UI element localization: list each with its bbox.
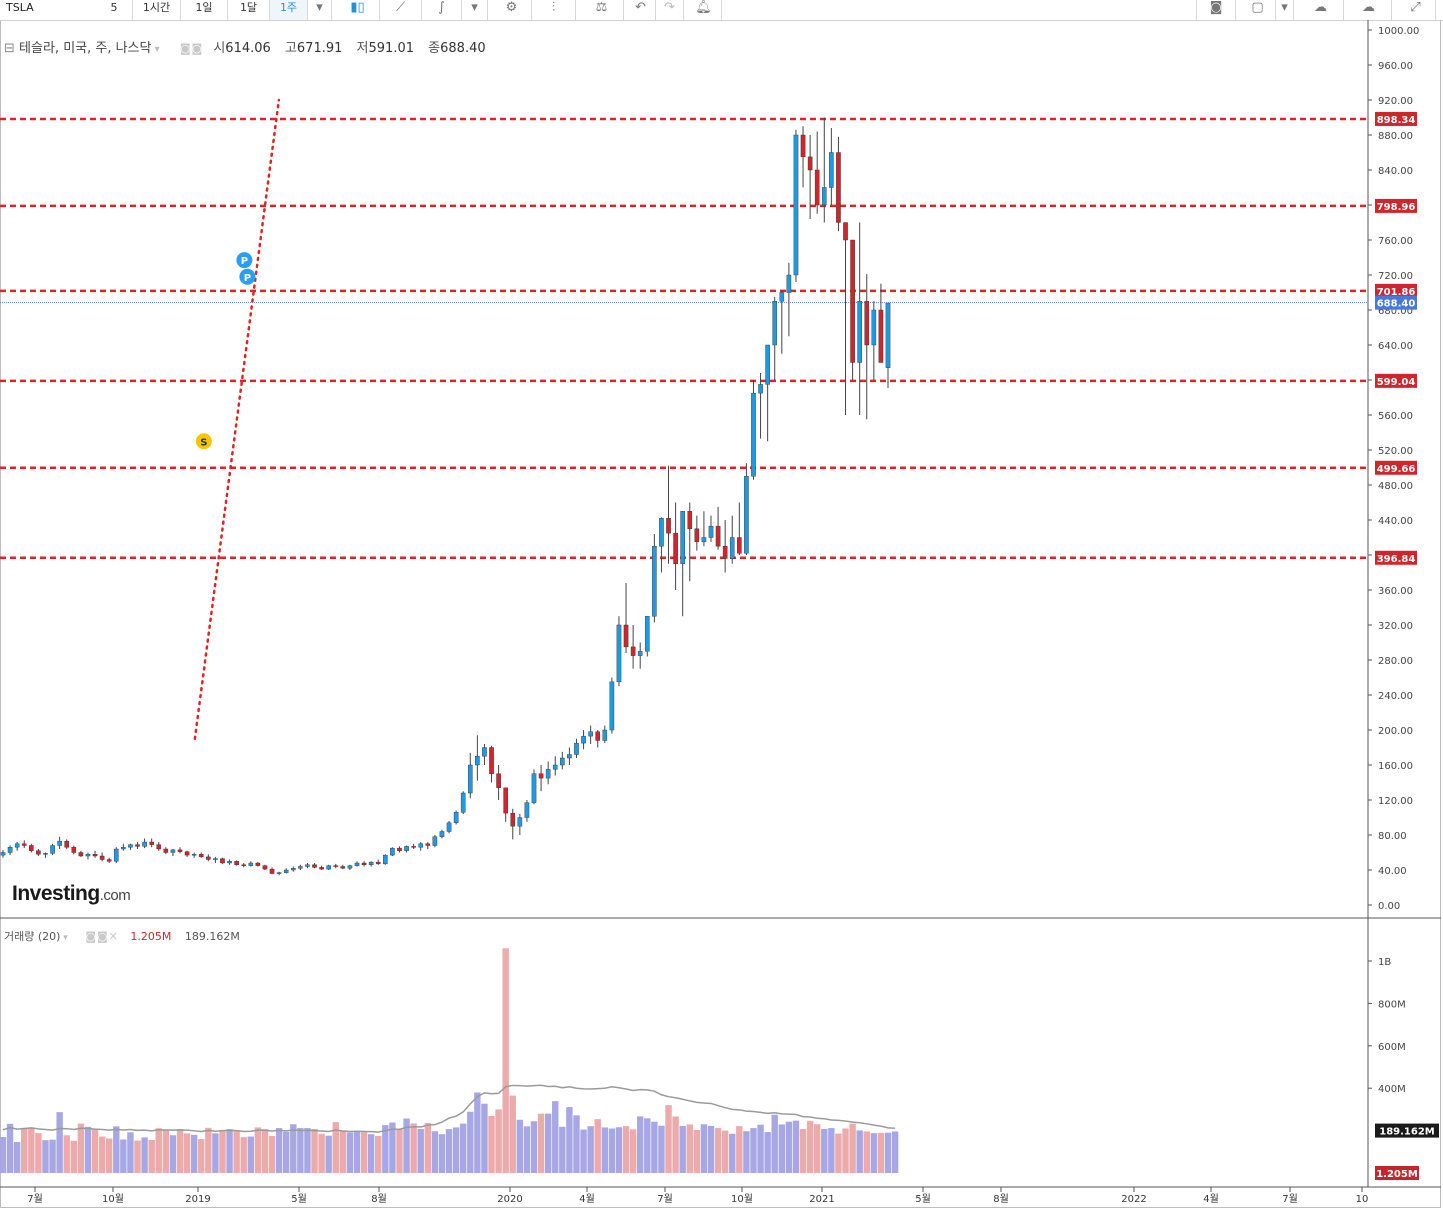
gear-icon[interactable]: ⚙ xyxy=(492,0,532,20)
collapse-icon[interactable]: ⊟ xyxy=(4,41,15,56)
camera-icon[interactable]: ◙ xyxy=(1196,0,1236,20)
volume-last-value: 1.205M xyxy=(130,930,172,943)
volume-avg-value: 189.162M xyxy=(184,930,240,943)
undo-icon[interactable]: ↶ xyxy=(626,0,656,20)
chevron-down-icon[interactable]: ▾ xyxy=(462,0,488,20)
open-value: 614.06 xyxy=(225,41,271,56)
cloud-upload-icon[interactable]: ☁ xyxy=(1346,0,1392,20)
fullscreen-icon[interactable]: ⤢ xyxy=(1396,0,1436,20)
interval-1d[interactable]: 1일 xyxy=(181,0,228,20)
redo-icon[interactable]: ↷ xyxy=(656,0,684,20)
chevron-down-icon[interactable]: ▾ xyxy=(1276,0,1294,20)
legend-settings-icons[interactable]: ◙◙ xyxy=(179,42,204,55)
instrument-name: 테슬라, 미국, 주, 나스닥 xyxy=(19,41,152,56)
volume-settings-icons[interactable]: ◙◙✕ xyxy=(85,930,119,943)
volume-indicator-label: 거래량 (20) xyxy=(4,930,61,943)
investing-logo: Investing.com xyxy=(12,882,131,905)
volume-legend: 거래량 (20) ▾ ◙◙✕ 1.205M 189.162M xyxy=(4,930,240,943)
interval-1mo[interactable]: 1달 xyxy=(228,0,270,20)
close-value: 688.40 xyxy=(440,41,486,56)
cloud-download-icon[interactable]: ☁ xyxy=(1298,0,1344,20)
open-label: 시 xyxy=(213,41,226,56)
layout-icon[interactable]: ▢ xyxy=(1240,0,1276,20)
line-chart-icon[interactable]: ⟋ xyxy=(380,0,422,20)
low-label: 저 xyxy=(356,41,369,56)
candlestick-icon[interactable]: ▮▯ xyxy=(336,0,380,20)
high-label: 고 xyxy=(284,41,297,56)
symbol-label[interactable]: TSLA xyxy=(6,1,34,14)
high-value: 671.91 xyxy=(296,41,343,56)
close-label: 종 xyxy=(428,41,441,56)
compare-icon[interactable]: ⫶ xyxy=(532,0,576,20)
interval-1w[interactable]: 1주 xyxy=(270,0,308,20)
chevron-down-icon[interactable]: ▾ xyxy=(308,0,332,20)
low-value: 591.01 xyxy=(368,41,415,56)
interval-1h[interactable]: 1시간 xyxy=(133,0,181,20)
alert-bell-icon[interactable]: 🔔︎ xyxy=(686,0,722,20)
indicators-icon[interactable]: ∫ xyxy=(422,0,462,20)
interval-5[interactable]: 5 xyxy=(96,0,133,20)
chart-toolbar: TSLA 5 1시간 1일 1달 1주 ▾ ▮▯ ⟋ ∫ ▾ ⚙ ⫶ ⚖ ↶ ↷… xyxy=(0,0,1443,21)
price-legend: ⊟ 테슬라, 미국, 주, 나스닥 ▾ ◙◙ 시614.06 고671.91 저… xyxy=(4,41,486,56)
scales-icon[interactable]: ⚖ xyxy=(580,0,624,20)
